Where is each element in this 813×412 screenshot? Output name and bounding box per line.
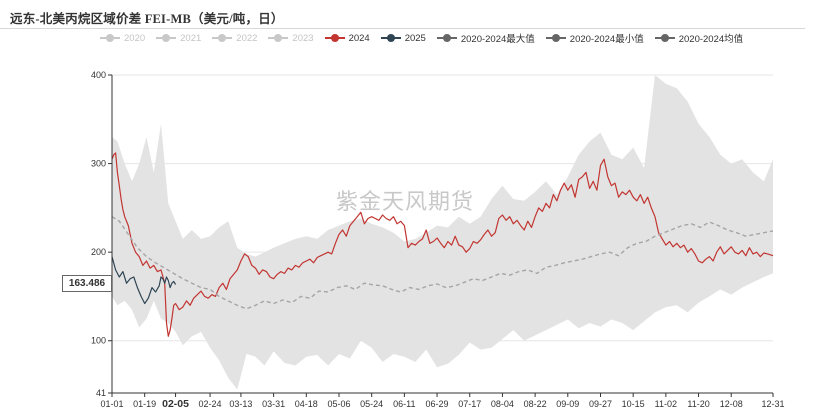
legend-item-2024[interactable]: 2024 xyxy=(324,32,370,44)
legend-item-2020-2024最大值[interactable]: 2020-2024最大值 xyxy=(436,31,535,45)
x-tick-label-10-15: 10-15 xyxy=(622,399,645,409)
legend-symbol xyxy=(324,33,345,43)
x-tick-label-07-17: 07-17 xyxy=(458,399,481,409)
x-tick-highlight-bg xyxy=(159,397,192,411)
x-tick-label-08-04: 08-04 xyxy=(491,399,514,409)
x-tick-label-06-11: 06-11 xyxy=(393,399,415,409)
legend-item-2021[interactable]: 2021 xyxy=(156,33,201,44)
legend-dot xyxy=(218,34,227,42)
legend-dot xyxy=(386,34,395,42)
legend-label: 2020 xyxy=(124,32,146,44)
legend-label: 2024 xyxy=(348,32,370,44)
legend-dot xyxy=(330,34,339,42)
x-tick-label-02-24: 02-24 xyxy=(199,399,222,409)
legend-dot xyxy=(274,34,283,42)
chart-legend: 2020 2021 2022 2023 2024 2025 2020-2024最大值 2020… xyxy=(100,31,754,45)
legend-item-2020-2024均值[interactable]: 2020-2024均值 xyxy=(654,31,744,45)
legend-symbol xyxy=(380,33,401,43)
legend-symbol xyxy=(212,33,233,43)
legend-dot xyxy=(162,34,171,42)
legend-dot xyxy=(442,34,451,42)
x-tick-label-09-09: 09-09 xyxy=(556,399,579,409)
y-tick-label-41: 41 xyxy=(96,388,106,398)
current-value-label: 163.486 xyxy=(62,275,112,292)
legend-label: 2020-2024均值 xyxy=(678,34,744,45)
x-tick-label-03-31: 03-31 xyxy=(262,399,285,409)
legend-symbol xyxy=(100,33,120,43)
x-tick-label-11-02: 11-02 xyxy=(655,399,677,409)
legend-symbol xyxy=(156,33,177,43)
x-tick-label-01-19: 01-19 xyxy=(133,399,156,409)
legend-item-2025[interactable]: 2025 xyxy=(380,32,426,44)
legend-label: 2025 xyxy=(404,32,426,44)
x-tick-label-11-20: 11-20 xyxy=(687,399,709,409)
x-tick-label-05-24: 05-24 xyxy=(360,399,383,409)
legend-item-2023[interactable]: 2023 xyxy=(268,32,314,44)
y-tick-label-300: 300 xyxy=(91,159,106,169)
legend-label: 2020-2024最大值 xyxy=(460,34,535,45)
chart-title: 远东-北美丙烷区域价差 FEI-MB（美元/吨，日） xyxy=(10,12,284,26)
series-line-2024 xyxy=(111,152,774,337)
legend-dot xyxy=(106,34,114,42)
axes: 41 100 200 300 400 01-01 01-19 02-05 02-24 03-13 0… xyxy=(91,70,785,411)
minmax-band xyxy=(112,75,773,390)
watermark-text: 紫金天风期货 xyxy=(336,189,475,214)
series-layer xyxy=(111,152,774,337)
x-tick-label-02-05: 02-05 xyxy=(162,398,189,410)
x-tick-label-12-08: 12-08 xyxy=(720,399,743,409)
y-tick-label-200: 200 xyxy=(91,247,106,257)
series-line-2025 xyxy=(111,256,177,305)
legend-label: 2022 xyxy=(236,32,258,44)
x-tick-label-04-18: 04-18 xyxy=(295,399,318,409)
x-tick-label-09-27: 09-27 xyxy=(589,399,612,409)
legend-item-2020[interactable]: 2020 xyxy=(100,33,145,44)
legend-item-2022[interactable]: 2022 xyxy=(212,33,257,44)
y-tick-label-100: 100 xyxy=(91,336,106,346)
legend-symbol xyxy=(268,33,289,43)
legend-symbol xyxy=(545,33,566,43)
legend-item-2020-2024最小值[interactable]: 2020-2024最小值 xyxy=(545,31,644,45)
x-tick-label-03-13: 03-13 xyxy=(229,399,252,409)
legend-symbol xyxy=(654,33,675,43)
x-tick-label-05-06: 05-06 xyxy=(327,399,350,409)
y-tick-label-400: 400 xyxy=(91,70,106,80)
legend-label: 2020-2024最小值 xyxy=(569,34,644,45)
legend-label: 2021 xyxy=(180,32,202,44)
minmax-band-layer xyxy=(112,75,773,390)
x-tick-label-06-29: 06-29 xyxy=(426,399,449,409)
x-tick-label-01-01: 01-01 xyxy=(100,399,123,409)
legend-dot xyxy=(660,34,669,42)
legend-symbol xyxy=(436,33,457,43)
legend-dot xyxy=(551,34,560,42)
legend-label: 2023 xyxy=(292,32,314,44)
x-tick-label-12-31: 12-31 xyxy=(761,399,784,409)
x-tick-label-08-22: 08-22 xyxy=(524,399,547,409)
title-divider xyxy=(0,28,805,29)
